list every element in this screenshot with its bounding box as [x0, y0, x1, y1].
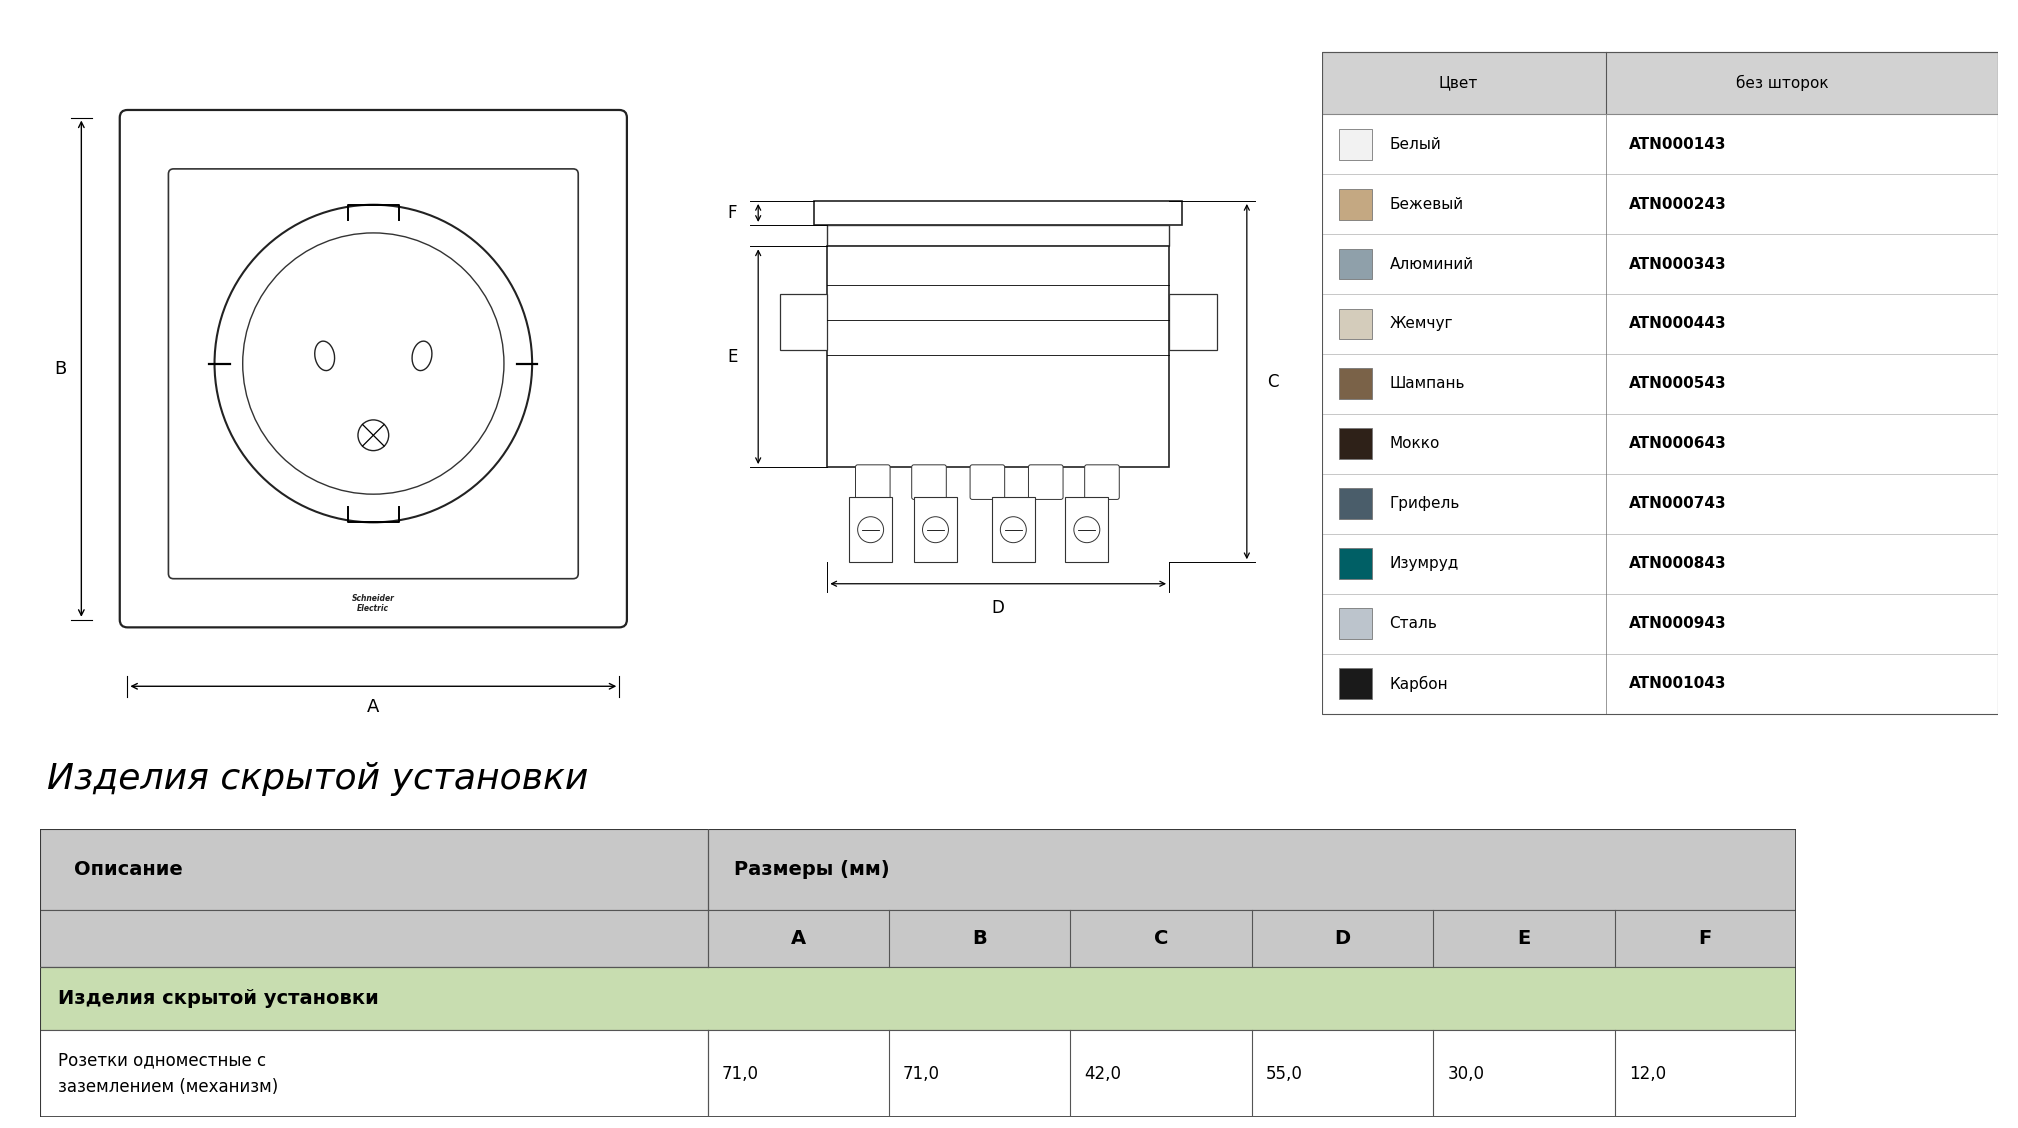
Text: Розетки одноместные с
заземлением (механизм): Розетки одноместные с заземлением (механ…	[59, 1051, 278, 1095]
Text: Мокко: Мокко	[1388, 437, 1439, 451]
Bar	[1322, 593, 1998, 653]
Bar	[40, 829, 1796, 909]
Bar	[1322, 114, 1998, 174]
Bar	[1338, 309, 1372, 340]
Text: A: A	[791, 928, 805, 948]
Bar	[815, 201, 1183, 224]
Bar	[1338, 548, 1372, 579]
Text: 12,0: 12,0	[1629, 1065, 1665, 1083]
Text: 30,0: 30,0	[1447, 1065, 1483, 1083]
Text: F: F	[1699, 928, 1711, 948]
Text: ATN000243: ATN000243	[1629, 196, 1727, 212]
FancyBboxPatch shape	[914, 497, 957, 562]
Text: Изделия скрытой установки: Изделия скрытой установки	[59, 989, 379, 1008]
Bar	[1322, 653, 1998, 714]
Text: F: F	[728, 204, 737, 222]
Bar	[779, 294, 827, 350]
Text: B: B	[54, 360, 67, 378]
Text: ATN000543: ATN000543	[1629, 377, 1727, 391]
Text: ATN000643: ATN000643	[1629, 437, 1727, 451]
Circle shape	[214, 205, 533, 522]
Bar	[1322, 174, 1998, 233]
Text: Белый: Белый	[1388, 136, 1441, 151]
Text: Грифель: Грифель	[1388, 496, 1459, 511]
FancyBboxPatch shape	[971, 465, 1005, 500]
Bar	[1338, 488, 1372, 519]
Bar	[827, 246, 1168, 467]
Text: 55,0: 55,0	[1265, 1065, 1304, 1083]
Bar	[1322, 233, 1998, 294]
Bar	[1338, 608, 1372, 640]
Text: C: C	[1154, 928, 1168, 948]
Text: ATN000943: ATN000943	[1629, 616, 1727, 632]
Text: ATN000443: ATN000443	[1629, 317, 1727, 332]
Bar	[1338, 188, 1372, 220]
Text: Алюминий: Алюминий	[1388, 256, 1473, 272]
Text: Карбон: Карбон	[1388, 676, 1449, 691]
FancyBboxPatch shape	[856, 465, 890, 500]
Text: ATN000143: ATN000143	[1629, 136, 1727, 151]
Bar	[1322, 52, 1998, 114]
Text: Schneider
Electric: Schneider Electric	[351, 594, 396, 614]
Text: B: B	[973, 928, 987, 948]
Bar	[40, 1031, 1796, 1117]
Text: E: E	[1518, 928, 1530, 948]
Bar	[1322, 354, 1998, 414]
Text: C: C	[1267, 372, 1279, 390]
FancyBboxPatch shape	[167, 169, 579, 579]
Text: Жемчуг: Жемчуг	[1388, 317, 1453, 332]
Text: ATN000843: ATN000843	[1629, 556, 1727, 571]
Text: ATN000743: ATN000743	[1629, 496, 1727, 511]
Text: Размеры (мм): Размеры (мм)	[735, 860, 890, 879]
Text: 71,0: 71,0	[722, 1065, 759, 1083]
Bar	[40, 909, 1796, 967]
Bar	[1322, 474, 1998, 534]
Ellipse shape	[315, 341, 335, 371]
Bar	[1338, 429, 1372, 459]
FancyBboxPatch shape	[991, 497, 1035, 562]
Bar	[1168, 294, 1217, 350]
FancyBboxPatch shape	[912, 465, 946, 500]
Bar	[1338, 248, 1372, 280]
Text: Цвет: Цвет	[1439, 76, 1477, 90]
Bar	[827, 224, 1168, 246]
Text: Изумруд: Изумруд	[1388, 556, 1459, 571]
FancyBboxPatch shape	[1066, 497, 1108, 562]
Text: без шторок: без шторок	[1735, 76, 1828, 91]
Text: Шампань: Шампань	[1388, 377, 1465, 391]
Text: 42,0: 42,0	[1084, 1065, 1122, 1083]
Bar	[1322, 534, 1998, 593]
Bar	[40, 967, 1796, 1031]
FancyBboxPatch shape	[850, 497, 892, 562]
Text: D: D	[1334, 928, 1350, 948]
Text: ATN001043: ATN001043	[1629, 676, 1727, 691]
Text: Сталь: Сталь	[1388, 616, 1437, 632]
FancyBboxPatch shape	[1029, 465, 1063, 500]
Bar	[1322, 414, 1998, 474]
Text: A: A	[367, 698, 379, 716]
Text: E: E	[726, 347, 737, 365]
Text: Бежевый: Бежевый	[1388, 196, 1463, 212]
Bar	[1338, 369, 1372, 399]
Text: Описание: Описание	[75, 860, 182, 879]
FancyBboxPatch shape	[119, 109, 628, 627]
Text: Изделия скрытой установки: Изделия скрытой установки	[46, 763, 589, 796]
Bar	[1338, 129, 1372, 159]
FancyBboxPatch shape	[1084, 465, 1120, 500]
Text: ATN000343: ATN000343	[1629, 256, 1727, 272]
Bar	[1322, 294, 1998, 354]
Bar	[1338, 668, 1372, 699]
Ellipse shape	[412, 341, 432, 371]
Text: D: D	[991, 599, 1005, 617]
Text: 71,0: 71,0	[902, 1065, 940, 1083]
Bar	[1322, 52, 1998, 114]
